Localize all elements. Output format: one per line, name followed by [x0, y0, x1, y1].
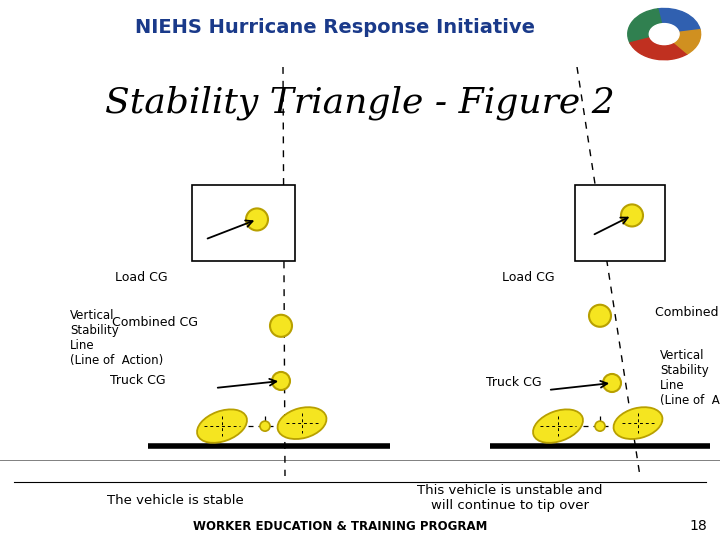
Circle shape: [595, 421, 605, 431]
Wedge shape: [628, 9, 665, 43]
Bar: [192, 185, 295, 261]
Circle shape: [649, 24, 679, 45]
Circle shape: [621, 205, 643, 226]
Circle shape: [270, 315, 292, 337]
Wedge shape: [658, 9, 700, 34]
Text: WORKER EDUCATION & TRAINING PROGRAM: WORKER EDUCATION & TRAINING PROGRAM: [193, 519, 487, 532]
Text: Truck CG: Truck CG: [486, 376, 541, 389]
Ellipse shape: [277, 407, 326, 439]
Circle shape: [603, 374, 621, 392]
Text: Combined CG: Combined CG: [655, 306, 720, 319]
Text: This vehicle is unstable and
will continue to tip over: This vehicle is unstable and will contin…: [418, 484, 603, 512]
Circle shape: [272, 372, 290, 390]
Text: Vertical
Stability
Line
(Line of  Action): Vertical Stability Line (Line of Action): [660, 349, 720, 407]
Text: NIEHS Hurricane Response Initiative: NIEHS Hurricane Response Initiative: [135, 18, 535, 37]
Circle shape: [589, 305, 611, 327]
Text: 18: 18: [689, 519, 707, 533]
Text: Combined CG: Combined CG: [112, 316, 198, 329]
Circle shape: [246, 208, 268, 231]
Wedge shape: [665, 30, 701, 54]
Ellipse shape: [197, 409, 247, 443]
Ellipse shape: [613, 407, 662, 439]
Text: The vehicle is stable: The vehicle is stable: [107, 494, 243, 507]
Text: Load CG: Load CG: [115, 271, 168, 284]
Bar: [575, 185, 665, 261]
Text: Load CG: Load CG: [502, 271, 554, 284]
Circle shape: [260, 421, 270, 431]
Text: Truck CG: Truck CG: [110, 374, 166, 388]
Text: Stability Triangle - Figure 2: Stability Triangle - Figure 2: [105, 85, 615, 119]
Text: Vertical
Stability
Line
(Line of  Action): Vertical Stability Line (Line of Action): [70, 309, 163, 367]
Wedge shape: [630, 34, 688, 60]
Text: ★: ★: [659, 25, 670, 38]
Ellipse shape: [533, 409, 583, 443]
